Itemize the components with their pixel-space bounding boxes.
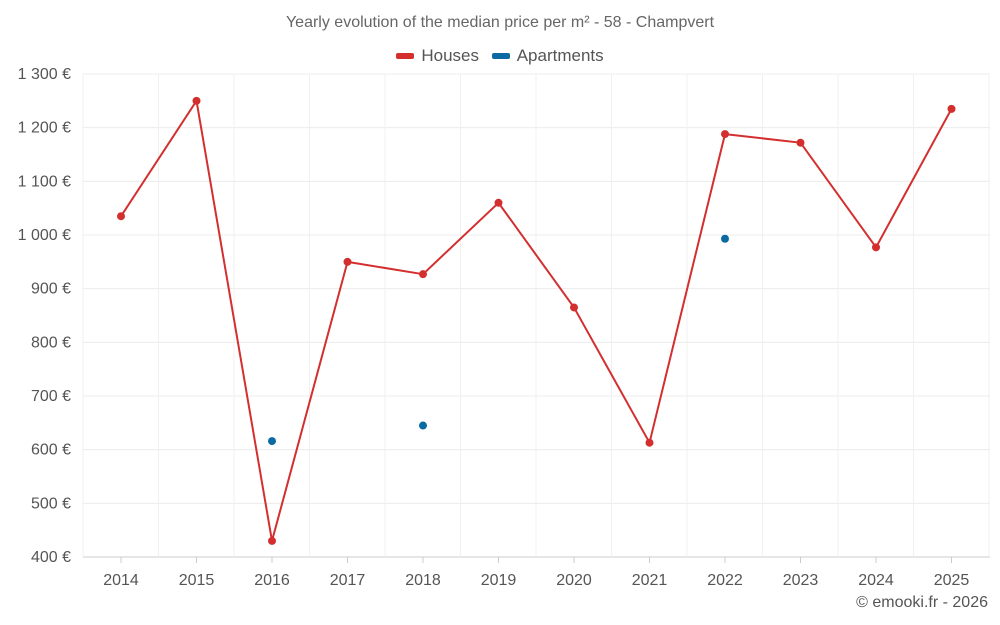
series-line-houses [120, 99, 953, 542]
data-point-houses [872, 243, 880, 252]
data-point-apartments [268, 437, 276, 446]
y-tick-label: 1 000 € [18, 227, 71, 244]
legend-label-apartments: Apartments [516, 46, 604, 65]
data-point-houses [419, 270, 427, 279]
y-tick-label: 800 € [31, 334, 71, 351]
legend-label-houses: Houses [421, 46, 479, 65]
data-point-houses [947, 104, 956, 113]
x-tick-label: 2023 [783, 572, 819, 589]
x-tick-label: 2025 [934, 572, 970, 589]
x-tick-label: 2016 [254, 572, 290, 589]
legend-item-houses[interactable]: Houses [396, 46, 479, 66]
data-point-apartments [419, 421, 427, 430]
data-point-apartments [721, 234, 729, 243]
x-tick-label: 2022 [707, 572, 743, 589]
data-point-houses [494, 198, 503, 207]
legend-swatch-apartments [491, 53, 510, 59]
data-point-houses [117, 212, 125, 221]
y-tick-label: 1 100 € [18, 173, 71, 190]
y-tick-label: 600 € [31, 442, 71, 459]
legend-item-apartments[interactable]: Apartments [491, 46, 604, 66]
y-tick-label: 700 € [31, 388, 71, 405]
x-tick-label: 2015 [179, 572, 215, 589]
x-tick-label: 2021 [632, 572, 668, 589]
data-point-houses [192, 96, 201, 105]
data-point-houses [796, 138, 805, 147]
data-point-houses [645, 438, 654, 447]
y-tick-label: 900 € [31, 281, 71, 298]
y-tick-label: 1 300 € [18, 66, 71, 83]
x-tick-label: 2017 [330, 572, 366, 589]
x-tick-label: 2018 [405, 572, 441, 589]
data-point-houses [343, 257, 352, 266]
y-tick-label: 500 € [31, 495, 71, 512]
y-tick-label: 1 200 € [18, 120, 71, 137]
chart-title: Yearly evolution of the median price per… [285, 14, 715, 31]
x-tick-label: 2024 [858, 572, 894, 589]
data-point-houses [268, 536, 276, 545]
x-tick-label: 2019 [481, 572, 517, 589]
data-point-houses [570, 303, 578, 312]
x-tick-label: 2014 [103, 572, 139, 589]
data-point-houses [721, 130, 729, 139]
x-tick-label: 2020 [556, 572, 592, 589]
copyright-text: © emooki.fr - 2026 [856, 594, 988, 611]
legend-swatch-houses [396, 53, 415, 59]
legend: Houses Apartments [0, 44, 1000, 66]
y-tick-label: 400 € [31, 549, 71, 566]
